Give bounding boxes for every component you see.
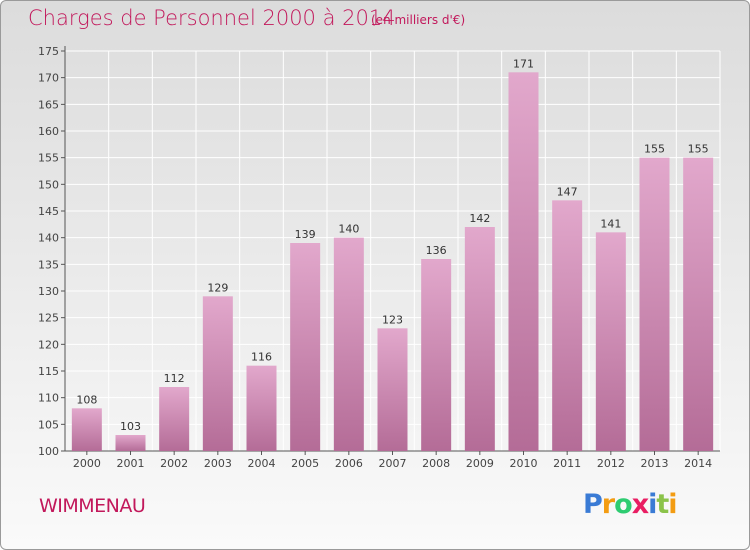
y-tick-label: 120 bbox=[38, 338, 59, 351]
bar-2000 bbox=[71, 408, 102, 451]
x-tick-label: 2002 bbox=[160, 457, 188, 470]
bar-2014 bbox=[683, 157, 714, 451]
bar-value-label: 147 bbox=[557, 185, 578, 198]
bar-value-label: 136 bbox=[426, 244, 447, 257]
bar-value-label: 155 bbox=[688, 143, 709, 156]
bar-2012 bbox=[595, 232, 626, 451]
bar-value-label: 103 bbox=[120, 420, 141, 433]
logo-letter: i bbox=[668, 489, 677, 520]
labels: 100 105 110 115 120 125 130 135 140 145 150 155 160 1… bbox=[38, 45, 712, 470]
bar-value-label: 171 bbox=[513, 57, 534, 70]
bar-2004 bbox=[246, 365, 277, 451]
bar-value-label: 112 bbox=[164, 372, 185, 385]
bar-2002 bbox=[159, 387, 190, 451]
y-tick-label: 105 bbox=[38, 418, 59, 431]
y-tick-label: 110 bbox=[38, 392, 59, 405]
bar-value-label: 139 bbox=[295, 228, 316, 241]
bar-2003 bbox=[202, 296, 233, 451]
logo-letter: i bbox=[648, 489, 657, 520]
bar-value-label: 155 bbox=[644, 143, 665, 156]
bar-2009 bbox=[464, 227, 495, 451]
y-tick-label: 125 bbox=[38, 312, 59, 325]
y-tick-label: 175 bbox=[38, 45, 59, 58]
y-tick-label: 135 bbox=[38, 258, 59, 271]
x-tick-label: 2004 bbox=[248, 457, 276, 470]
logo-letter: t bbox=[656, 489, 669, 520]
x-tick-label: 2009 bbox=[466, 457, 494, 470]
y-tick-label: 160 bbox=[38, 125, 59, 138]
logo-letter: r bbox=[601, 489, 615, 520]
x-tick-label: 2005 bbox=[291, 457, 319, 470]
chart-title: Charges de Personnel 2000 à 2014 bbox=[28, 6, 396, 30]
chart-subtitle: (en milliers d'€) bbox=[371, 13, 466, 27]
proxiti-logo: Proxiti bbox=[583, 489, 678, 520]
y-tick-label: 115 bbox=[38, 365, 59, 378]
bar-2008 bbox=[421, 259, 452, 451]
commune-name: WIMMENAU bbox=[39, 495, 146, 517]
x-tick-label: 2000 bbox=[73, 457, 101, 470]
y-tick-label: 100 bbox=[38, 445, 59, 458]
bar-2007 bbox=[377, 328, 408, 451]
y-tick-label: 150 bbox=[38, 178, 59, 191]
bar-value-label: 123 bbox=[382, 313, 403, 326]
bar-value-label: 129 bbox=[207, 281, 228, 294]
x-tick-label: 2014 bbox=[684, 457, 712, 470]
x-tick-label: 2011 bbox=[553, 457, 581, 470]
bar-2010 bbox=[508, 72, 539, 451]
x-tick-label: 2007 bbox=[379, 457, 407, 470]
bar-2006 bbox=[333, 237, 364, 451]
bar-value-label: 108 bbox=[76, 393, 97, 406]
x-tick-label: 2006 bbox=[335, 457, 363, 470]
bars bbox=[71, 72, 714, 451]
x-tick-label: 2012 bbox=[597, 457, 625, 470]
bar-2005 bbox=[290, 243, 321, 451]
x-tick-label: 2008 bbox=[422, 457, 450, 470]
x-tick-label: 2001 bbox=[117, 457, 145, 470]
logo-letter: o bbox=[614, 489, 633, 520]
y-tick-label: 170 bbox=[38, 72, 59, 85]
bar-2001 bbox=[115, 435, 146, 451]
y-tick-label: 145 bbox=[38, 205, 59, 218]
bar-value-label: 141 bbox=[600, 217, 621, 230]
y-tick-label: 130 bbox=[38, 285, 59, 298]
bar-value-label: 140 bbox=[338, 223, 359, 236]
x-tick-label: 2003 bbox=[204, 457, 232, 470]
y-tick-label: 155 bbox=[38, 152, 59, 165]
bar-2011 bbox=[552, 200, 583, 451]
y-tick-label: 140 bbox=[38, 232, 59, 245]
bar-value-label: 116 bbox=[251, 351, 272, 364]
bar-value-label: 142 bbox=[469, 212, 490, 225]
logo-letter: P bbox=[583, 489, 603, 520]
bar-2013 bbox=[639, 157, 670, 451]
logo-letter: x bbox=[631, 489, 649, 520]
x-tick-label: 2010 bbox=[510, 457, 538, 470]
x-tick-label: 2013 bbox=[641, 457, 669, 470]
y-tick-label: 165 bbox=[38, 98, 59, 111]
